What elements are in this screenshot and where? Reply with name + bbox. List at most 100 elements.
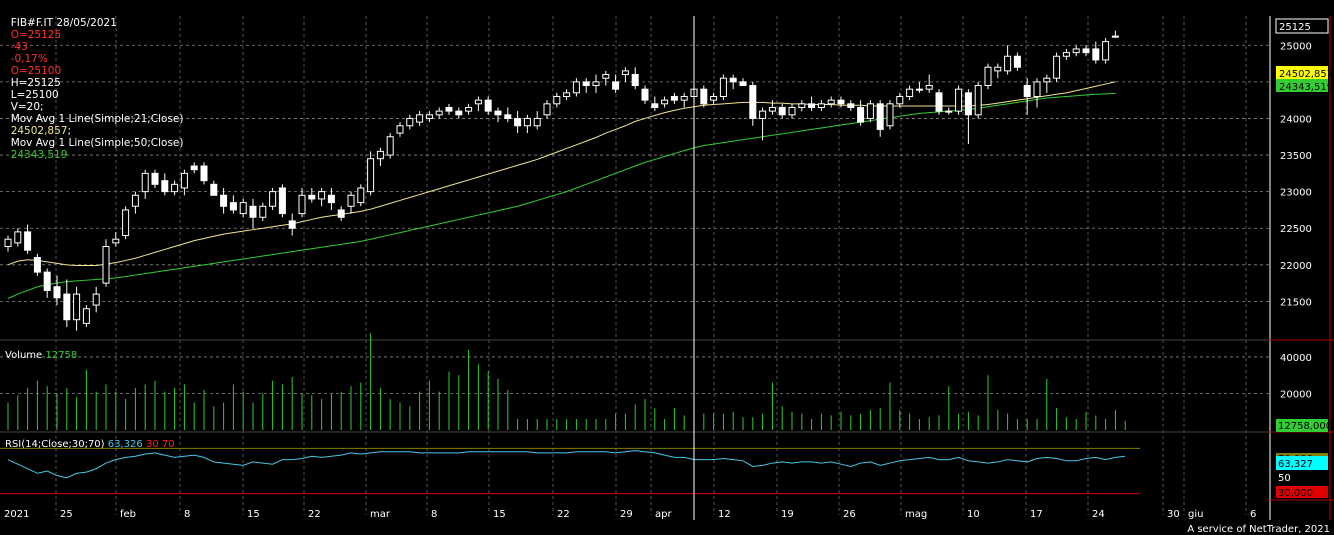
last-price-label: 25125 (1279, 22, 1311, 33)
candle-down (220, 194, 228, 207)
candle-up (925, 85, 933, 90)
candle-up (1033, 81, 1041, 98)
candle-up (1062, 52, 1070, 57)
candle-up (543, 103, 551, 116)
candle-up (367, 158, 375, 193)
candle-up (82, 308, 90, 324)
candle-down (612, 81, 620, 90)
candle-down (337, 209, 345, 218)
candle-up (896, 96, 904, 105)
x-tick-label: giu (1188, 509, 1203, 520)
candle-down (582, 81, 590, 87)
candle-down (249, 205, 257, 218)
candle-down (200, 165, 208, 182)
candle-down (1023, 85, 1031, 98)
candle-up (974, 85, 982, 116)
candle-down (1082, 48, 1090, 54)
candle-up (171, 183, 179, 193)
candle-up (788, 106, 796, 116)
x-tick-label: 17 (1030, 509, 1043, 520)
candle-down (1013, 55, 1021, 68)
last-price-flag: 25125 (1275, 18, 1329, 34)
candle-down (504, 114, 512, 119)
candle-up (1043, 77, 1051, 83)
high-value: H=25125 (10, 77, 61, 89)
candle-down (749, 85, 757, 119)
candle-up (886, 103, 894, 127)
candle-up (523, 117, 531, 127)
candle-up (416, 114, 424, 123)
candle-up (131, 194, 139, 207)
candle-up (906, 88, 914, 97)
x-tick-label: 12 (718, 509, 731, 520)
x-tick-label: mag (905, 509, 927, 520)
candle-down (857, 106, 865, 123)
candle-up (759, 110, 767, 119)
candle-down (455, 110, 463, 116)
candle-down (808, 103, 816, 108)
candle-up (4, 238, 12, 248)
candle-down (210, 183, 218, 196)
candle-up (425, 114, 433, 119)
candle-down (24, 231, 32, 251)
candle-down (837, 99, 845, 105)
rsi-line (7, 450, 1126, 479)
ma21-flag-label: 24502,857 (1279, 69, 1333, 80)
candle-up (357, 187, 365, 204)
candle-up (1102, 41, 1110, 61)
candle-down (514, 117, 522, 127)
candle-up (180, 172, 188, 189)
candle-up (1004, 55, 1012, 72)
candle-up (396, 125, 404, 134)
candle-up (553, 96, 561, 105)
volume-value: V=20 (10, 101, 41, 113)
candle-up (14, 231, 22, 244)
candle-down (670, 96, 678, 101)
candle-down (631, 74, 639, 87)
footer-credit: A service of NetTrader, 2021 (1187, 524, 1330, 535)
candle-down (43, 271, 51, 291)
ma50-line (7, 92, 1116, 299)
candle-up (386, 136, 394, 156)
candle-down (229, 202, 237, 211)
candle-down (278, 187, 286, 215)
candle-up (994, 66, 1002, 72)
candle-down (161, 180, 169, 193)
change-value: -43 (10, 41, 28, 53)
candle-down (935, 92, 943, 112)
candle-down (651, 103, 659, 108)
candle-up (817, 103, 825, 108)
candle-up (533, 117, 541, 127)
volume-axis-ticks: 40000 20000 (1280, 353, 1312, 401)
x-tick-label: 15 (247, 509, 260, 520)
open-value: O=25125 (10, 29, 62, 41)
candle-up (592, 81, 600, 87)
rsi-mid-label: 50 (1278, 473, 1291, 484)
ma21-line (7, 81, 1116, 267)
candle-up (112, 238, 120, 244)
candle-up (102, 246, 110, 284)
candle-up (572, 81, 580, 94)
candle-down (641, 88, 649, 101)
candle-down (445, 106, 453, 112)
candlesticks (4, 30, 1119, 331)
candle-up (955, 88, 963, 112)
candle-up (141, 172, 149, 193)
rsi-lower-flag-label: 30,000 (1278, 488, 1313, 499)
candle-up (827, 99, 835, 105)
candle-up (1053, 55, 1061, 79)
price-tick-label: 25000 (1280, 41, 1312, 52)
ma50-flag-label: 24343,519 (1279, 82, 1333, 93)
x-tick-label: 6 (1250, 509, 1256, 520)
volume-bars (7, 333, 1126, 430)
candle-up (768, 106, 776, 112)
moving-averages (7, 81, 1116, 299)
ma50-value: 24343,519 (10, 149, 68, 161)
candle-up (474, 99, 482, 105)
candle-down (700, 88, 708, 105)
x-tick-label: 30 (1167, 509, 1180, 520)
candle-down (876, 103, 884, 130)
change-pct: -0,17% (10, 53, 48, 65)
price-tick-label: 24000 (1280, 114, 1312, 125)
